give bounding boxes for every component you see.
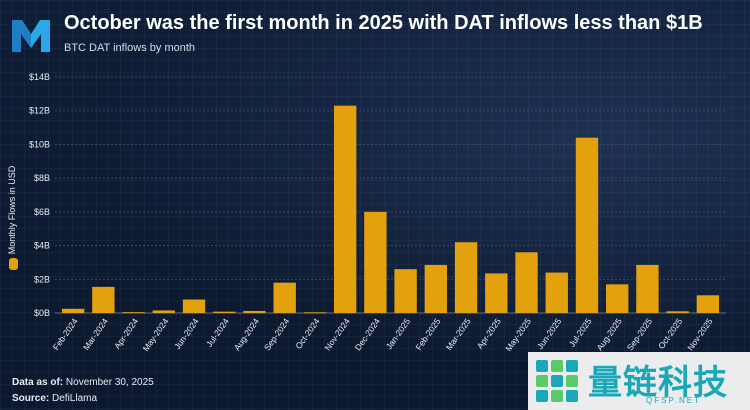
bar bbox=[243, 310, 266, 313]
y-tick-label: $2B bbox=[34, 274, 50, 284]
bar bbox=[575, 137, 599, 313]
source: Source: DefiLlama bbox=[12, 393, 97, 404]
bar bbox=[545, 272, 568, 313]
x-tick-label: Feb-2024 bbox=[51, 316, 80, 352]
bar bbox=[485, 273, 508, 313]
bar bbox=[61, 308, 85, 313]
x-tick-label: Apr-2025 bbox=[475, 316, 503, 351]
bar bbox=[666, 311, 689, 313]
x-tick-label: Jun-2025 bbox=[535, 316, 564, 351]
x-tick-label: Dec-2024 bbox=[353, 316, 382, 352]
x-axis-ticks: Feb-2024 Mar-2024 Apr-2024 May-2024 Jun-2024… bbox=[51, 316, 715, 353]
x-tick-label: May-2024 bbox=[141, 316, 171, 353]
bar bbox=[696, 295, 720, 313]
y-axis-ticks: $0B $2B $4B $6B $8B $10B $12B $14B bbox=[29, 72, 50, 318]
x-tick-label: Apr-2024 bbox=[112, 316, 140, 351]
y-tick-label: $4B bbox=[34, 241, 50, 251]
bar bbox=[394, 269, 417, 313]
x-tick-label: May-2025 bbox=[503, 316, 533, 353]
bar bbox=[636, 264, 659, 313]
x-tick-label: Sep-2025 bbox=[625, 316, 654, 352]
chart-subtitle: BTC DAT inflows by month bbox=[64, 42, 196, 54]
x-tick-label: Jul-2025 bbox=[567, 316, 594, 349]
y-tick-label: $8B bbox=[34, 173, 50, 183]
x-tick-label: Aug-2024 bbox=[232, 316, 261, 352]
data-as-of-label: Data as of: bbox=[12, 377, 64, 388]
x-tick-label: Jun-2024 bbox=[172, 316, 201, 351]
y-tick-label: $10B bbox=[29, 139, 50, 149]
y-tick-label: $6B bbox=[34, 207, 50, 217]
bar bbox=[606, 284, 629, 313]
bar bbox=[424, 264, 448, 313]
gridlines bbox=[55, 76, 726, 314]
y-tick-label: $14B bbox=[29, 72, 50, 82]
bar bbox=[182, 299, 206, 313]
bar bbox=[92, 286, 115, 313]
bar bbox=[152, 310, 175, 313]
x-tick-label: Nov-2025 bbox=[685, 316, 714, 352]
bar bbox=[333, 105, 357, 314]
logo-icon bbox=[12, 20, 50, 52]
x-tick-label: Aug-2025 bbox=[595, 316, 624, 352]
bar bbox=[273, 282, 296, 313]
watermark: 量链科技 QFSP.NET bbox=[528, 352, 750, 410]
bar bbox=[303, 312, 327, 314]
y-axis-label: Monthly Flows in USD bbox=[7, 165, 17, 254]
watermark-text: 量链科技 bbox=[588, 364, 728, 402]
x-tick-label: Sep-2024 bbox=[262, 316, 291, 352]
bars bbox=[61, 105, 720, 314]
source-label: Source: bbox=[12, 393, 50, 404]
x-tick-label: Jul-2024 bbox=[204, 316, 231, 349]
bar bbox=[364, 211, 387, 313]
bar bbox=[454, 242, 478, 313]
watermark-logo-icon bbox=[536, 360, 578, 402]
x-tick-label: Jan-2025 bbox=[384, 316, 413, 351]
bar bbox=[122, 312, 145, 314]
data-as-of-value: November 30, 2025 bbox=[65, 377, 154, 388]
data-as-of: Data as of: November 30, 2025 bbox=[12, 377, 154, 388]
watermark-url: QFSP.NET bbox=[646, 396, 701, 405]
bar bbox=[515, 252, 538, 313]
x-tick-label: Oct-2025 bbox=[656, 316, 684, 351]
chart-title: October was the first month in 2025 with… bbox=[64, 12, 703, 34]
source-value: DefiLlama bbox=[52, 393, 98, 404]
x-tick-label: Oct-2024 bbox=[293, 316, 321, 351]
x-tick-label: Feb-2025 bbox=[413, 316, 442, 352]
y-tick-label: $12B bbox=[29, 106, 50, 116]
x-tick-label: Mar-2024 bbox=[81, 316, 110, 352]
y-axis-label-marker bbox=[9, 258, 18, 270]
y-tick-label: $0B bbox=[34, 308, 50, 318]
bar bbox=[213, 311, 236, 313]
x-tick-label: Nov-2024 bbox=[322, 316, 351, 352]
x-tick-label: Mar-2025 bbox=[444, 316, 473, 352]
